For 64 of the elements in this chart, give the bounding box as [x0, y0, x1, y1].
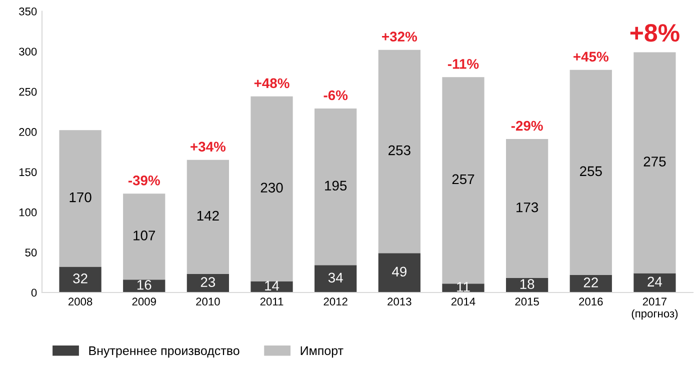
annotation: -29% — [511, 120, 543, 131]
y-tick-label: 350 — [19, 8, 37, 16]
annotation: -6% — [324, 90, 348, 100]
bar — [506, 139, 548, 278]
x-tick-label: 2008 — [68, 298, 92, 306]
x-tick-label: 2017 (прогноз) — [632, 298, 678, 320]
bar — [250, 96, 293, 282]
bar — [314, 265, 357, 292]
bar — [186, 160, 230, 274]
x-tick-label: 2016 — [579, 298, 603, 306]
bar — [634, 52, 676, 274]
y-tick-label: 0 — [31, 288, 37, 297]
bar — [314, 108, 357, 266]
annotation: +45% — [574, 52, 608, 62]
data-label: 14 — [265, 280, 280, 290]
data-label: 32 — [73, 274, 88, 284]
y-tick-label: 50 — [25, 248, 37, 256]
x-tick-label: 2010 — [196, 298, 220, 306]
bar — [378, 50, 420, 254]
data-label: 257 — [452, 174, 474, 184]
annotation: -11% — [448, 59, 479, 69]
data-label: 107 — [134, 230, 156, 240]
data-label: 142 — [197, 210, 219, 221]
bar — [570, 70, 612, 275]
data-label: 24 — [648, 276, 662, 286]
annotation: +48% — [254, 78, 290, 88]
data-label: 49 — [392, 266, 406, 277]
bar — [59, 266, 102, 292]
x-tick-label: 2012 — [324, 298, 348, 306]
x-tick-label: 2015 — [515, 298, 539, 306]
data-label: 23 — [200, 277, 216, 287]
legend-label: Внутреннее производство — [89, 346, 240, 358]
data-label: 195 — [325, 180, 347, 191]
x-tick-label: 2013 — [388, 298, 412, 306]
annotation: -39% — [128, 176, 160, 186]
bar — [442, 77, 484, 284]
bar — [123, 194, 166, 280]
data-label: 16 — [137, 280, 152, 290]
annotation: +32% — [382, 32, 417, 42]
data-label: 253 — [388, 145, 410, 156]
data-label: 34 — [328, 272, 343, 283]
y-tick-label: 300 — [19, 48, 37, 56]
data-label: 230 — [260, 182, 283, 193]
y-tick-label: 150 — [19, 168, 37, 176]
data-label: 22 — [584, 278, 598, 288]
bar — [59, 130, 102, 267]
x-tick-label: 2009 — [132, 298, 156, 306]
bar — [378, 253, 420, 292]
data-label: 255 — [580, 166, 602, 176]
legend-label: Импорт — [300, 346, 344, 358]
data-label: 18 — [520, 279, 534, 289]
x-tick-label: 2014 — [451, 298, 476, 306]
y-tick-label: 100 — [19, 208, 37, 216]
annotation: +34% — [190, 142, 226, 152]
y-tick-label: 200 — [19, 128, 37, 136]
data-label: 173 — [516, 202, 538, 212]
bar — [186, 274, 230, 292]
annotation: +8% — [630, 24, 680, 42]
data-label: 11 — [457, 282, 470, 292]
bar — [634, 273, 676, 292]
data-label: 170 — [70, 192, 92, 202]
y-tick-label: 250 — [19, 88, 37, 96]
data-label: 275 — [644, 156, 666, 166]
x-tick-label: 2011 — [260, 298, 284, 306]
